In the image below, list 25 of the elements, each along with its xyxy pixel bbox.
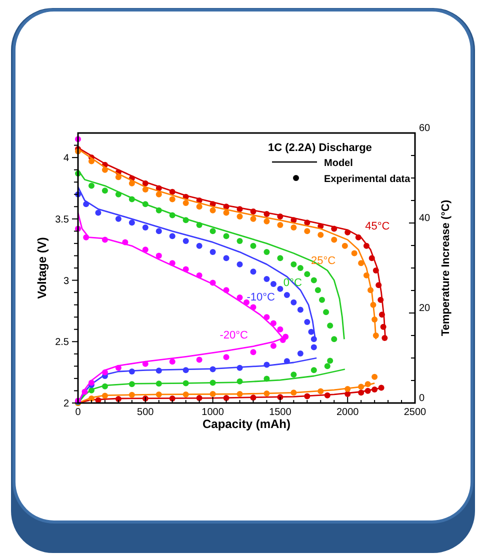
y2-tick-label: 60 (419, 123, 431, 134)
y2-tick-label: 40 (419, 213, 431, 224)
annotation: Model (324, 158, 354, 169)
annotation: -10°C (246, 292, 275, 304)
y-tick-label: 4 (63, 153, 70, 164)
y-axis-title: Voltage (V) (35, 237, 49, 299)
x-tick-label: 500 (137, 407, 154, 418)
annotation: Experimental data (324, 174, 411, 185)
x-tick-label: 2000 (336, 407, 360, 418)
y2-axis-title: Temperature Increase (°C) (440, 200, 452, 336)
x-tick-label: 2500 (404, 407, 427, 418)
annotation: 25°C (311, 254, 336, 267)
y-tick-label: 2.5 (55, 337, 70, 348)
annotation: -20°C (220, 330, 248, 342)
y2-tick-label: 0 (419, 393, 425, 404)
x-tick-label: 1500 (269, 407, 292, 418)
x-tick-label: 0 (75, 407, 82, 418)
y2-tick-label: 20 (419, 303, 431, 314)
x-tick-label: 1000 (202, 407, 224, 418)
y-tick-label: 2 (63, 398, 70, 410)
x-axis-title: Capacity (mAh) (202, 417, 291, 431)
y-tick-label: 3.5 (55, 214, 70, 226)
y-tick-label: 3 (63, 276, 70, 287)
legend-title: 1C (2.2A) Discharge (268, 142, 372, 154)
annotation: 45°C (365, 220, 390, 232)
